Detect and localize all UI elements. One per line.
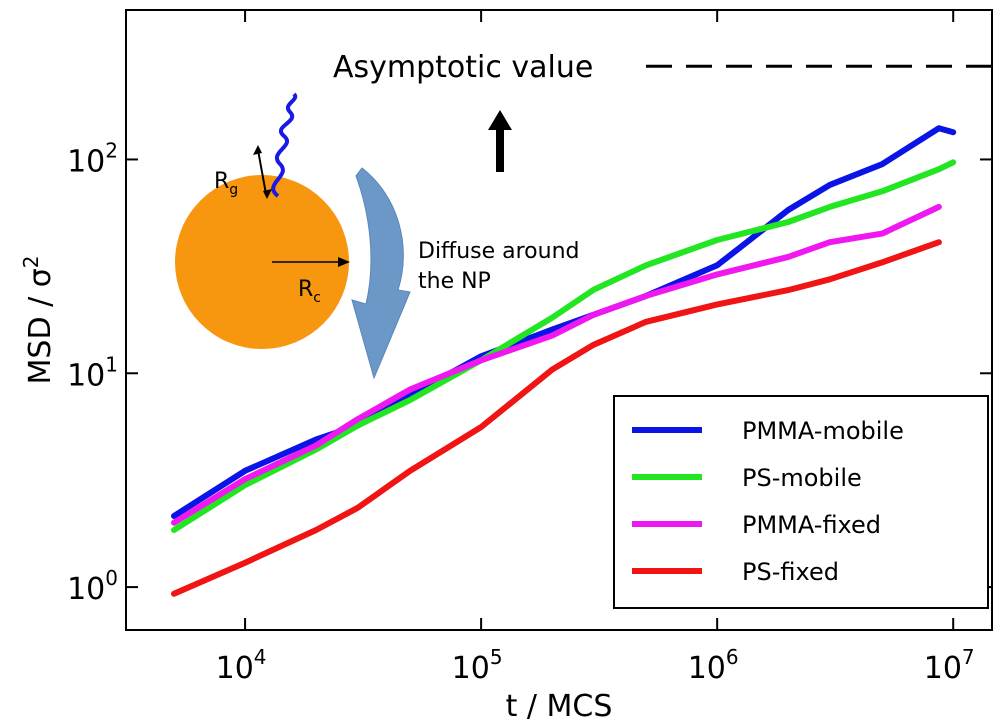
inset-diagram: Rg Rc Diffuse around the NP (175, 92, 580, 380)
nanoparticle (175, 175, 349, 349)
rg-label: Rg (214, 169, 238, 198)
series-line (171, 239, 942, 597)
x-tick-label: 104 (216, 645, 267, 686)
x-tick-exponent: 4 (254, 645, 267, 669)
y-axis-label-text: MSD / σ (23, 268, 58, 384)
x-tick-label: 106 (688, 645, 739, 686)
asymptote-label: Asymptotic value (333, 50, 593, 85)
y-tick-exponent: 1 (105, 352, 118, 376)
legend-label: PMMA-mobile (742, 417, 904, 445)
x-tick-base: 10 (688, 651, 726, 686)
x-tick-exponent: 6 (726, 645, 739, 669)
y-axis-label-sup: 2 (19, 256, 43, 269)
x-tick-label: 107 (924, 645, 975, 686)
y-tick-exponent: 2 (105, 138, 118, 162)
legend-label: PS-mobile (742, 464, 862, 492)
series-line (171, 203, 942, 526)
y-tick-exponent: 0 (105, 566, 118, 590)
y-tick-base: 10 (67, 358, 105, 393)
x-tick-base: 10 (452, 651, 490, 686)
diffuse-label: Diffuse around (418, 239, 580, 264)
plot-area (171, 125, 957, 597)
plot-frame (125, 9, 993, 631)
x-tick-label: 105 (452, 645, 503, 686)
up-arrow (488, 110, 512, 172)
y-tick-base: 10 (67, 572, 105, 607)
x-tick-base: 10 (924, 651, 962, 686)
legend-label: PS-fixed (742, 558, 839, 586)
diffuse-label: the NP (418, 269, 491, 294)
y-tick-label: 102 (67, 138, 118, 179)
curved-arrow (351, 167, 411, 380)
y-tick-label: 100 (67, 566, 118, 607)
x-tick-base: 10 (216, 651, 254, 686)
legend-label: PMMA-fixed (742, 511, 881, 539)
x-tick-exponent: 7 (962, 645, 975, 669)
polymer-chain (271, 92, 298, 198)
rg-arrow (257, 149, 267, 195)
rc-arrow-head (338, 257, 350, 267)
x-tick-exponent: 5 (490, 645, 503, 669)
y-tick-base: 10 (67, 144, 105, 179)
rc-label: Rc (298, 277, 321, 306)
series-line (171, 159, 957, 533)
y-axis-label: MSD / σ2 (19, 256, 58, 385)
x-axis-label: t / MCS (506, 689, 613, 723)
y-tick-label: 101 (67, 352, 118, 393)
